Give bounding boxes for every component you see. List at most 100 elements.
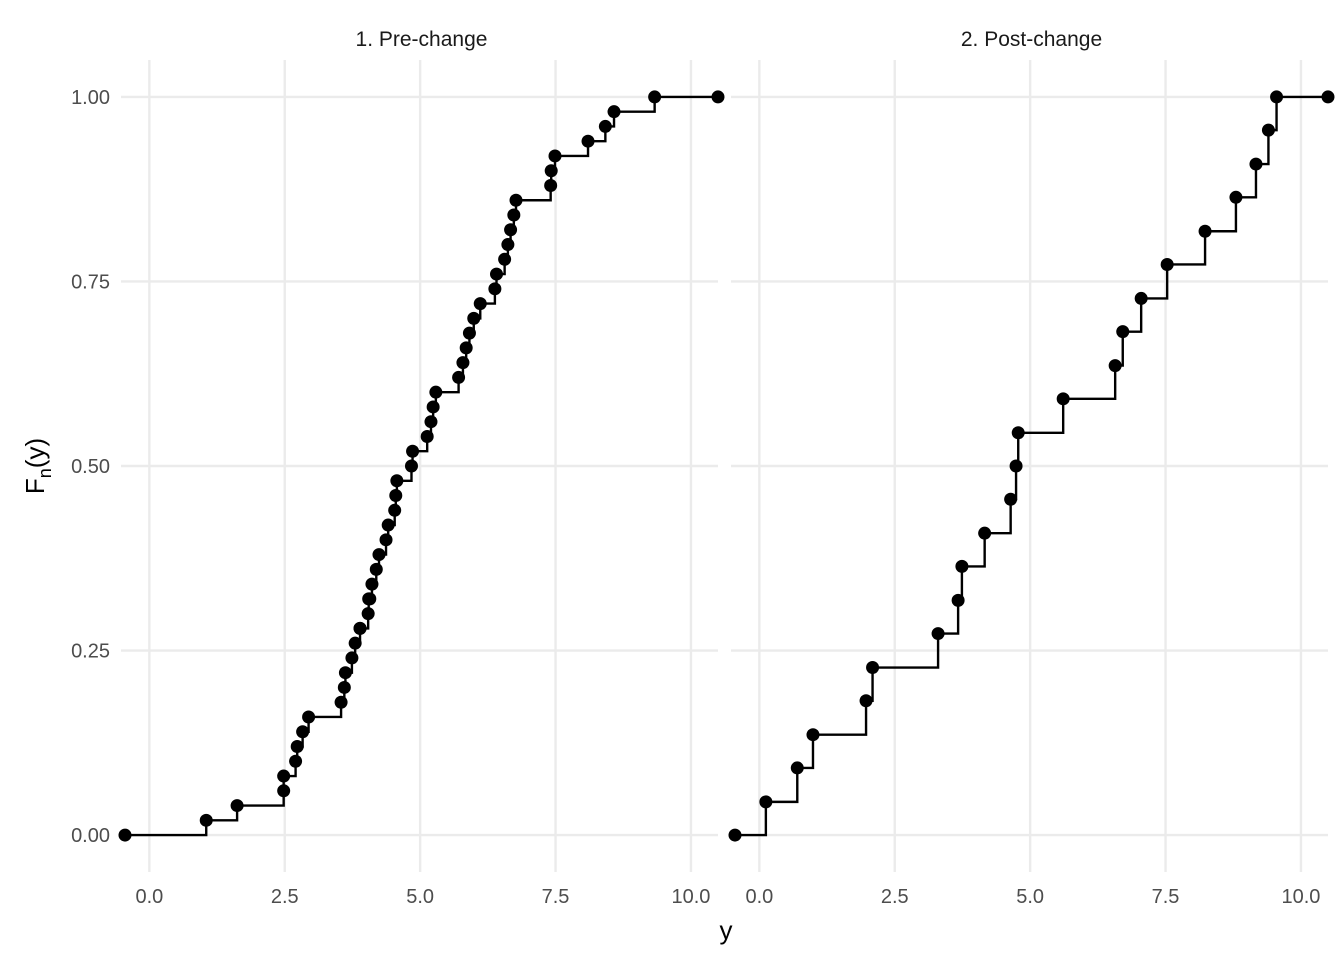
ecdf-point xyxy=(348,636,362,650)
ecdf-point xyxy=(859,694,873,708)
y-axis-title-main: F xyxy=(20,478,50,494)
y-axis-title-subscript: n xyxy=(35,468,55,478)
x-tick-label: 7.5 xyxy=(542,886,570,908)
y-tick-label: 0.00 xyxy=(71,825,110,847)
ecdf-point xyxy=(404,459,418,473)
ecdf-point xyxy=(790,761,804,775)
ecdf-point xyxy=(289,754,303,768)
ecdf-point xyxy=(1009,459,1023,473)
x-axis-title: y xyxy=(720,915,733,945)
x-tick-label: 2.5 xyxy=(881,886,909,908)
ecdf-point xyxy=(361,607,375,621)
ecdf-point xyxy=(467,311,481,325)
facet-title: 1. Pre-change xyxy=(356,28,488,51)
ecdf-point xyxy=(345,651,359,665)
ecdf-point xyxy=(369,562,383,576)
ecdf-point xyxy=(296,725,310,739)
ecdf-point xyxy=(1116,325,1130,339)
ecdf-point xyxy=(406,444,420,458)
panel-1: 1. Pre-change 0.0 2.5 5.0 7.5 10.0 xyxy=(118,28,725,908)
ecdf-point xyxy=(1004,492,1018,506)
x-tick-label: 0.0 xyxy=(745,886,773,908)
ecdf-point xyxy=(1160,257,1174,271)
ecdf-point xyxy=(648,90,662,104)
ecdf-point xyxy=(978,526,992,540)
ecdf-point xyxy=(456,356,470,370)
ecdf-point xyxy=(426,400,440,414)
ecdf-point xyxy=(806,728,820,742)
ecdf-point xyxy=(548,149,562,163)
ecdf-point xyxy=(473,297,487,311)
ecdf-point xyxy=(951,593,965,607)
ecdf-point xyxy=(488,282,502,296)
ecdf-point xyxy=(334,695,348,709)
y-axis: 0.00 0.25 0.50 0.75 1.00 xyxy=(71,87,110,847)
ecdf-point xyxy=(420,429,434,443)
ecdf-point xyxy=(955,559,969,573)
ecdf-point xyxy=(363,592,377,606)
ecdf-point xyxy=(381,518,395,532)
ecdf-point xyxy=(1249,157,1263,171)
x-tick-label: 5.0 xyxy=(406,886,434,908)
x-tick-label: 5.0 xyxy=(1016,886,1044,908)
ecdf-point xyxy=(365,577,379,591)
ecdf-point xyxy=(1134,291,1148,305)
ecdf-point xyxy=(598,119,612,133)
ecdf-point xyxy=(459,341,473,355)
ecdf-point xyxy=(607,105,621,119)
ecdf-point xyxy=(1270,90,1284,104)
ecdf-point xyxy=(1056,392,1070,406)
ecdf-point xyxy=(230,799,244,813)
ecdf-point xyxy=(866,661,880,675)
ecdf-point xyxy=(277,784,291,798)
ecdf-point xyxy=(544,164,558,178)
ecdf-point xyxy=(379,533,393,547)
ecdf-point xyxy=(462,326,476,340)
facet-title: 2. Post-change xyxy=(961,28,1102,51)
ecdf-point xyxy=(544,178,558,192)
x-tick-label: 10.0 xyxy=(1281,886,1320,908)
ecdf-point xyxy=(118,828,132,842)
panel-2: 2. Post-change 0.0 2.5 5.0 7.5 10.0 xyxy=(728,28,1335,908)
ecdf-point xyxy=(581,134,595,148)
ecdf-point xyxy=(389,489,403,503)
ecdf-point xyxy=(501,238,515,252)
y-tick-label: 0.75 xyxy=(71,271,110,293)
ecdf-point xyxy=(490,267,504,281)
ecdf-point xyxy=(338,666,352,680)
ecdf-point xyxy=(1261,123,1275,137)
y-tick-label: 0.50 xyxy=(71,456,110,478)
ecdf-point xyxy=(504,223,518,237)
x-tick-label: 0.0 xyxy=(135,886,163,908)
ecdf-point xyxy=(277,769,291,783)
ecdf-point xyxy=(1198,224,1212,238)
ecdf-point xyxy=(931,627,945,641)
ecdf-point xyxy=(424,415,438,429)
ecdf-point xyxy=(1011,426,1025,440)
ecdf-point xyxy=(452,370,466,384)
ecdf-point xyxy=(1229,190,1243,204)
ecdf-point xyxy=(1321,90,1335,104)
x-tick-label: 10.0 xyxy=(671,886,710,908)
ecdf-point xyxy=(388,503,402,517)
x-tick-label: 7.5 xyxy=(1152,886,1180,908)
ecdf-point xyxy=(498,252,512,266)
ecdf-point xyxy=(372,548,386,562)
ecdf-point xyxy=(199,813,213,827)
ecdf-point xyxy=(711,90,725,104)
x-tick-label: 2.5 xyxy=(271,886,299,908)
ecdf-point xyxy=(728,828,742,842)
ecdf-point xyxy=(337,680,351,694)
ecdf-point xyxy=(302,710,316,724)
ecdf-point xyxy=(290,740,304,754)
ecdf-point xyxy=(509,193,523,207)
ecdf-point xyxy=(390,474,404,488)
ecdf-point xyxy=(353,621,367,635)
y-tick-label: 0.25 xyxy=(71,641,110,663)
ecdf-point xyxy=(1108,359,1122,373)
ecdf-point xyxy=(759,795,773,809)
y-tick-label: 1.00 xyxy=(71,87,110,109)
y-axis-title-tail: (y) xyxy=(20,438,50,468)
